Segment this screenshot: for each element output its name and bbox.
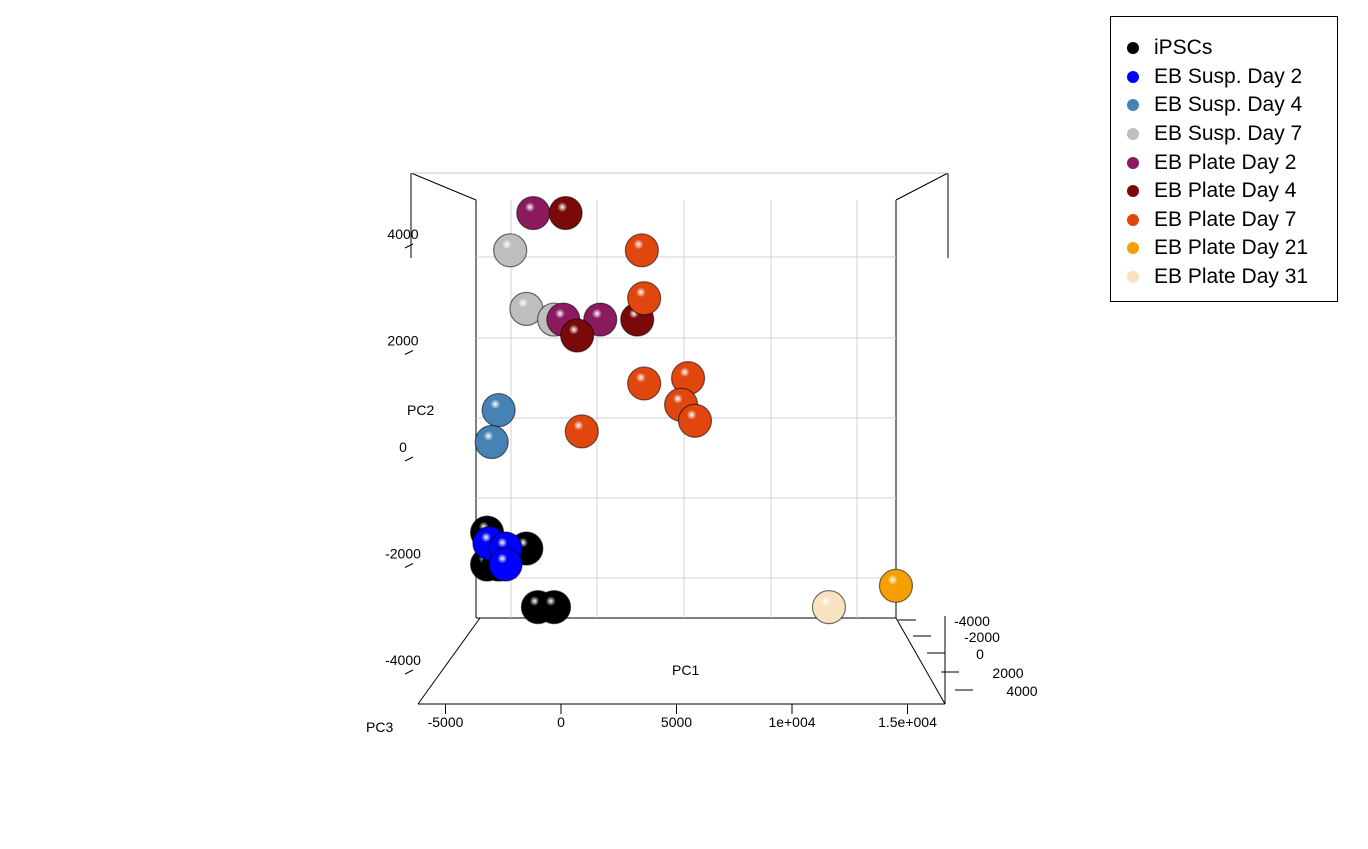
y-tick-label: -2000: [385, 546, 421, 562]
legend-swatch: [1127, 242, 1139, 255]
data-point: [488, 547, 523, 582]
data-point: [878, 568, 914, 603]
x-tick-label: 5000: [661, 714, 692, 730]
legend-item: EB Plate Day 2: [1111, 148, 1337, 177]
legend-item: iPSCs: [1111, 34, 1337, 63]
legend-label: EB Plate Day 7: [1154, 207, 1297, 231]
legend-label: EB Susp. Day 4: [1154, 93, 1303, 117]
legend-label: EB Plate Day 31: [1154, 265, 1309, 289]
legend-item: EB Susp. Day 7: [1111, 120, 1337, 149]
box-edge: [895, 617, 946, 705]
y-tick-label: -4000: [385, 652, 421, 668]
legend-item: EB Plate Day 7: [1111, 206, 1337, 235]
y-tick-label: 2000: [387, 333, 418, 349]
legend-label: EB Plate Day 2: [1154, 150, 1297, 174]
z-tick-label: 2000: [992, 665, 1023, 681]
y-axis-label: PC2: [407, 402, 434, 418]
data-points: [469, 195, 914, 625]
data-point: [560, 318, 595, 353]
legend-swatch: [1127, 213, 1139, 226]
data-point: [548, 195, 583, 231]
x-tick-label: 1.5e+004: [878, 714, 937, 730]
x-tick-label: 0: [557, 714, 565, 730]
data-point: [493, 233, 528, 268]
y-tick-mark: [404, 669, 414, 675]
legend-label: EB Plate Day 4: [1154, 179, 1297, 203]
axis-ticks: -5000 0 5000 1e+004 1.5e+004-4000-2000020004…: [385, 226, 1038, 730]
legend-item: EB Plate Day 31: [1111, 263, 1337, 292]
legend-label: EB Susp. Day 7: [1154, 122, 1303, 146]
data-point: [474, 424, 509, 460]
legend-swatch: [1127, 99, 1139, 112]
legend-item: EB Plate Day 4: [1111, 177, 1337, 206]
z-tick-label: 4000: [1006, 683, 1037, 699]
legend-item: EB Plate Day 21: [1111, 234, 1337, 263]
y-tick-label: 0: [399, 439, 407, 455]
box-edge: [895, 172, 949, 201]
z-tick-label: -2000: [964, 629, 1000, 645]
data-point: [627, 366, 662, 401]
data-point: [564, 414, 599, 449]
legend-swatch: [1127, 185, 1139, 198]
data-point: [516, 195, 551, 231]
legend-swatch: [1127, 70, 1139, 83]
legend-swatch: [1127, 128, 1139, 141]
box-edge: [410, 172, 477, 201]
z-tick-label: -4000: [954, 613, 990, 629]
legend-swatch: [1127, 42, 1139, 55]
data-point: [624, 233, 659, 268]
legend-label: iPSCs: [1154, 36, 1213, 60]
data-point: [536, 589, 572, 625]
y-tick-mark: [404, 243, 414, 249]
legend: iPSCs EB Susp. Day 2 EB Susp. Day 4 EB Susp…: [1110, 16, 1338, 302]
legend-label: EB Susp. Day 2: [1154, 64, 1303, 88]
legend-swatch: [1127, 156, 1139, 169]
legend-label: EB Plate Day 21: [1154, 236, 1309, 260]
legend-item: EB Susp. Day 4: [1111, 91, 1337, 120]
x-tick-label: 1e+004: [768, 714, 815, 730]
legend-swatch: [1127, 271, 1139, 284]
data-point: [677, 403, 713, 438]
y-tick-mark: [404, 456, 414, 462]
y-tick-mark: [404, 563, 414, 568]
x-tick-label: -5000: [428, 714, 464, 730]
data-point: [811, 589, 847, 625]
z-tick-label: 0: [976, 646, 984, 662]
data-point: [627, 281, 662, 316]
box-edge: [417, 617, 481, 705]
y-tick-label: 4000: [387, 226, 418, 242]
legend-item: EB Susp. Day 2: [1111, 63, 1337, 92]
y-tick-mark: [404, 350, 414, 355]
z-axis-label: PC3: [366, 719, 393, 735]
x-axis-label: PC1: [672, 662, 699, 678]
data-point: [481, 392, 516, 428]
